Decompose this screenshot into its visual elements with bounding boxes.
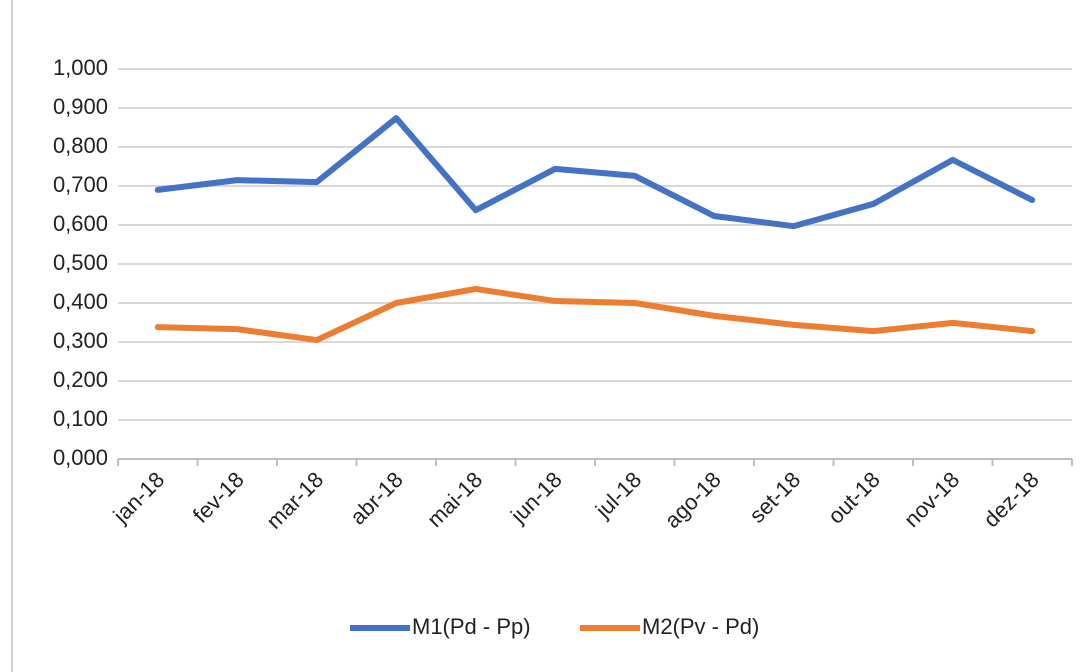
series-line <box>154 115 1036 230</box>
x-tick-label: nov-18 <box>899 467 964 532</box>
x-tick-label: jul-18 <box>590 467 646 523</box>
y-tick-label: 0,300 <box>53 328 108 353</box>
x-tick-label: out-18 <box>823 467 885 529</box>
y-tick-label: 0,200 <box>53 367 108 392</box>
x-tick-label: set-18 <box>744 467 805 528</box>
y-tick-label: 0,900 <box>53 94 108 119</box>
legend-label: M2(Pv - Pd) <box>642 614 759 639</box>
y-tick-label: 1,000 <box>53 55 108 80</box>
y-tick-label: 0,100 <box>53 406 108 431</box>
x-tick-label: mar-18 <box>261 467 328 534</box>
x-tick-label: fev-18 <box>188 467 249 528</box>
series-line <box>154 285 1036 344</box>
y-tick-label: 0,500 <box>53 250 108 275</box>
x-tick-label: abr-18 <box>345 467 408 530</box>
y-tick-label: 0,000 <box>53 445 108 470</box>
y-tick-label: 0,800 <box>53 133 108 158</box>
y-tick-label: 0,700 <box>53 172 108 197</box>
x-tick-label: mai-18 <box>422 467 487 532</box>
x-tick-label: jan-18 <box>108 467 170 529</box>
y-tick-label: 0,600 <box>53 211 108 236</box>
legend-label: M1(Pd - Pp) <box>412 614 531 639</box>
y-tick-label: 0,400 <box>53 289 108 314</box>
x-tick-label: jun-18 <box>505 467 567 529</box>
x-tick-label: ago-18 <box>660 467 726 533</box>
x-tick-label: dez-18 <box>979 467 1044 532</box>
